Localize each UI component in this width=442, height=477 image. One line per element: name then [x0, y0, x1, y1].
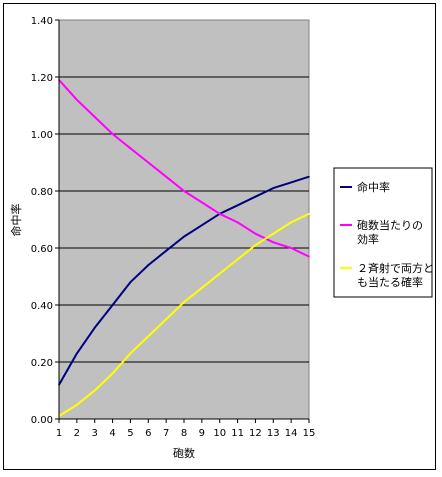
data-point: [218, 213, 221, 215]
data-point: [129, 147, 132, 150]
y-tick-label: 0.00: [31, 415, 53, 426]
data-point: [290, 247, 292, 249]
data-point: [218, 272, 221, 275]
x-tick-label: 12: [249, 428, 262, 439]
series-layer: [58, 79, 310, 417]
data-point: [129, 352, 132, 355]
y-tick-label: 1.40: [31, 16, 53, 27]
data-point: [147, 161, 150, 164]
data-point: [165, 250, 167, 252]
y-tick-label: 1.00: [31, 130, 53, 141]
y-axis-ticks: 0.00 0.20 0.40 0.60 0.80 1.00 1.20 1.40: [31, 16, 59, 426]
data-point: [201, 224, 203, 226]
data-point: [111, 133, 114, 135]
legend-label: 命中率: [357, 180, 390, 194]
y-axis-title: 命中率: [9, 204, 23, 237]
data-point: [272, 187, 275, 189]
data-point: [201, 201, 203, 204]
data-point: [254, 244, 257, 246]
legend-label: 効率: [357, 232, 379, 246]
data-point: [254, 195, 257, 198]
data-point: [272, 232, 275, 235]
data-point: [236, 221, 239, 224]
data-point: [147, 335, 150, 338]
y-tick-label: 0.20: [31, 358, 53, 369]
data-point: [165, 318, 167, 321]
data-point: [76, 352, 78, 355]
data-point: [165, 175, 167, 178]
x-axis-title: 砲数: [173, 447, 195, 460]
data-point: [308, 213, 310, 215]
data-point: [254, 232, 257, 235]
x-tick-label: 7: [163, 428, 169, 439]
x-tick-label: 9: [199, 428, 205, 439]
y-tick-label: 0.80: [31, 187, 53, 198]
data-point: [236, 204, 239, 207]
data-point: [183, 190, 185, 192]
y-tick-label: 1.20: [31, 73, 53, 84]
x-axis-ticks: 1 2 3 4 5 6 7 8 9 10 11 12 13 14 15: [56, 419, 316, 439]
data-point: [76, 403, 78, 406]
x-tick-label: 5: [127, 428, 133, 439]
x-tick-label: 10: [213, 428, 226, 439]
data-point: [76, 99, 78, 101]
x-tick-label: 15: [303, 428, 316, 439]
x-tick-label: 14: [285, 428, 298, 439]
data-point: [308, 255, 310, 258]
plot-area: [58, 19, 310, 420]
x-tick-label: 4: [109, 428, 115, 439]
x-tick-label: 1: [56, 428, 62, 439]
legend-label: ２斉射で両方と: [357, 261, 434, 275]
data-point: [111, 372, 114, 375]
data-point: [201, 287, 203, 289]
data-point: [308, 175, 310, 178]
legend-box: [333, 167, 433, 298]
data-point: [93, 327, 96, 329]
x-tick-label: 11: [231, 428, 244, 439]
data-point: [111, 304, 114, 306]
x-tick-label: 2: [74, 428, 80, 439]
data-point: [290, 181, 292, 184]
x-tick-label: 3: [92, 428, 98, 439]
data-point: [183, 301, 185, 303]
y-tick-label: 0.40: [31, 301, 53, 312]
data-point: [272, 241, 275, 244]
gridlines: [59, 76, 309, 363]
x-tick-label: 13: [267, 428, 280, 439]
data-point: [290, 221, 292, 224]
x-tick-label: 8: [181, 428, 187, 439]
data-point: [93, 389, 96, 392]
data-point: [147, 264, 150, 266]
legend-label: も当たる確率: [357, 275, 423, 289]
data-point: [129, 281, 132, 284]
x-tick-label: 6: [145, 428, 151, 439]
y-tick-label: 0.60: [31, 244, 53, 255]
data-point: [236, 258, 239, 261]
data-point: [183, 235, 185, 238]
data-point: [93, 116, 96, 118]
legend-label: 砲数当たりの: [357, 218, 423, 232]
